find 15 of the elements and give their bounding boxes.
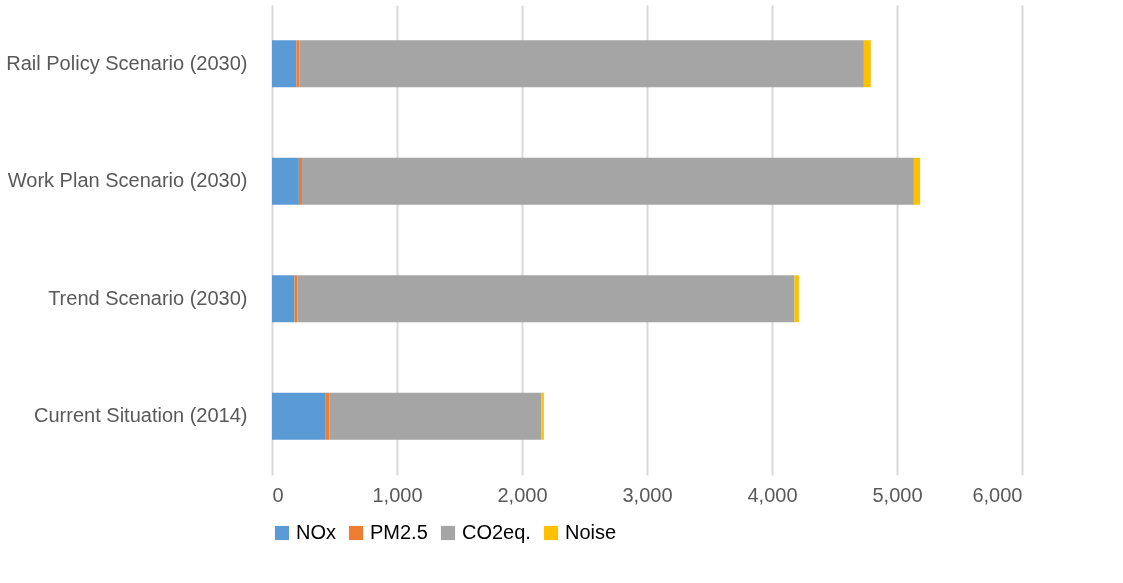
y-tick-label: Trend Scenario (2030) xyxy=(48,286,248,309)
y-tick-label: Rail Policy Scenario (2030) xyxy=(6,51,248,74)
x-tick-label: 2,000 xyxy=(497,483,548,506)
legend-label: PM2.5 xyxy=(370,521,428,543)
legend-label: CO2eq. xyxy=(462,521,531,543)
x-tick-label: 1,000 xyxy=(372,483,423,506)
y-tick-label: Work Plan Scenario (2030) xyxy=(7,169,248,192)
x-tick-label: 4,000 xyxy=(747,483,798,506)
x-tick-label: 5,000 xyxy=(872,483,923,506)
legend-label: NOx xyxy=(296,521,336,543)
x-tick-label: 0 xyxy=(272,483,284,506)
legend-label: Noise xyxy=(565,521,617,543)
x-tick-label: 6,000 xyxy=(972,483,1023,506)
y-tick-label: Current Situation (2014) xyxy=(34,404,248,427)
x-tick-label: 3,000 xyxy=(622,483,673,506)
